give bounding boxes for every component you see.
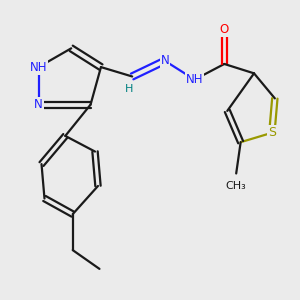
- Text: CH₃: CH₃: [226, 181, 247, 191]
- Text: NH: NH: [186, 73, 203, 86]
- Text: S: S: [268, 126, 276, 139]
- Text: O: O: [220, 23, 229, 36]
- Text: N: N: [34, 98, 43, 111]
- Text: N: N: [160, 54, 169, 67]
- Text: NH: NH: [30, 61, 47, 74]
- Text: H: H: [125, 84, 134, 94]
